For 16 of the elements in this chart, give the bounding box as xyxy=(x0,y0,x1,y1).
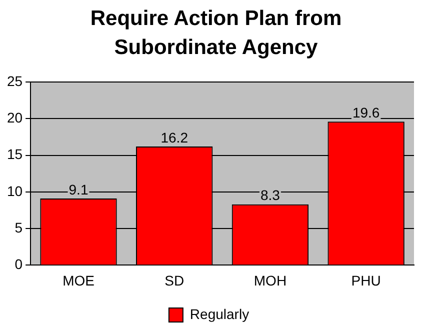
x-tick-label: MOE xyxy=(62,272,94,288)
legend-label: Regularly xyxy=(190,306,250,322)
y-tick-label: 10 xyxy=(6,182,23,199)
x-tick-label: SD xyxy=(164,272,184,288)
y-tick-label: 20 xyxy=(6,110,23,126)
x-tick-label: MOH xyxy=(254,272,287,288)
chart-title: Require Action Plan from Subordinate Agency xyxy=(89,6,343,61)
data-label: 9.1 xyxy=(68,181,88,198)
data-label: 16.2 xyxy=(160,129,188,146)
y-tick-label: 15 xyxy=(6,146,23,162)
y-tick-label: 25 xyxy=(6,72,23,89)
y-tick-label: 5 xyxy=(14,219,23,236)
data-label: 19.6 xyxy=(352,104,380,120)
data-label: 8.3 xyxy=(260,187,280,204)
x-tick-label: PHU xyxy=(351,272,381,288)
y-tick-label: 0 xyxy=(14,256,23,272)
